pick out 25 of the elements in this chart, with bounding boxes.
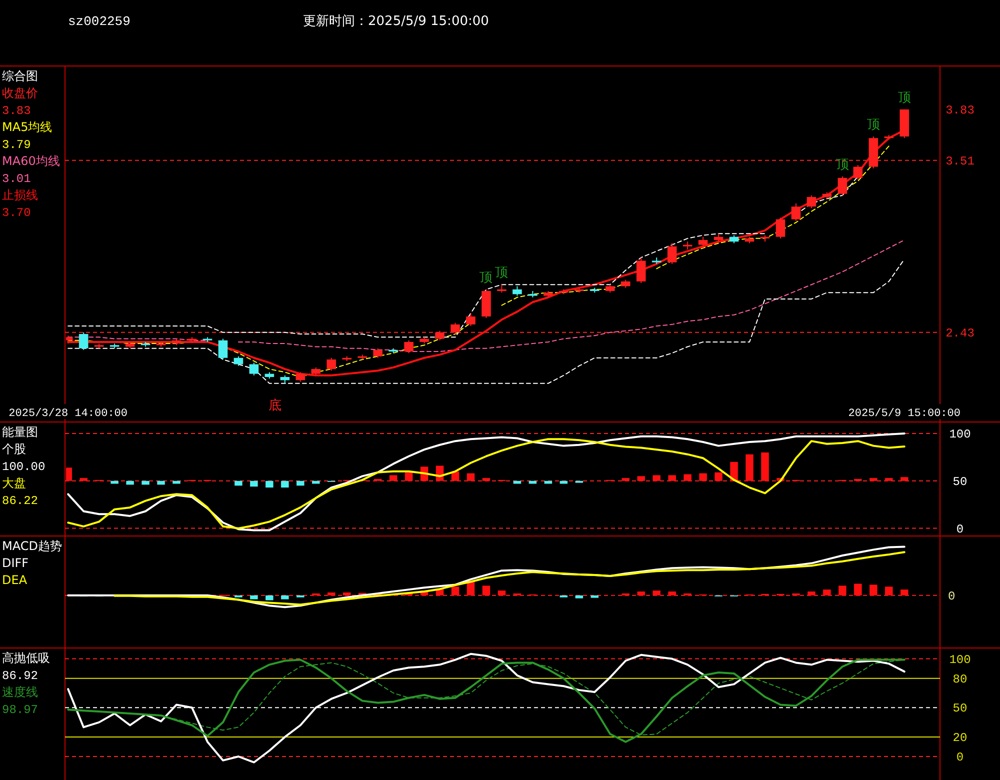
annotation: 顶 xyxy=(866,117,880,132)
y-tick-label: 20 xyxy=(952,730,968,745)
y-tick-label: 100 xyxy=(949,427,971,442)
legend: 综合图 收盘价 3.83 MA5均线 3.79 MA60均线 3.01 止损线 3.70 xyxy=(2,69,60,220)
annotation: 顶 xyxy=(898,90,911,106)
chart-title: sz002259 xyxy=(68,14,130,29)
y-tick-label: 50 xyxy=(952,474,968,489)
legend: MACD趋势 DIFF DEA xyxy=(2,539,62,587)
annotation: 顶 xyxy=(495,266,508,281)
x-tick-label: 2025/5/9 15:00:00 xyxy=(848,408,960,420)
y-tick-label: 3.51 xyxy=(946,154,974,168)
y-tick-label: 80 xyxy=(952,672,968,686)
chart-subtitle: 更新时间：2025/5/9 15:00:00 xyxy=(303,14,489,29)
y-tick-label: 0 xyxy=(956,750,964,765)
y-tick-label: 3.83 xyxy=(946,103,974,118)
y-tick-label: 2.43 xyxy=(946,326,974,340)
y-tick-label: 100 xyxy=(949,652,971,667)
y-tick-label: 0 xyxy=(956,522,964,536)
annotation: 底 xyxy=(268,398,282,414)
x-tick-label: 2025/3/28 14:00:00 xyxy=(8,408,128,420)
y-tick-label: 50 xyxy=(952,702,968,716)
annotation: 顶 xyxy=(480,270,493,286)
annotation: 顶 xyxy=(836,157,849,172)
legend: 高抛低吸 86.92 速度线 98.97 xyxy=(2,651,50,717)
legend: 能量图 个股 100.00 大盘 86.22 xyxy=(2,425,46,508)
